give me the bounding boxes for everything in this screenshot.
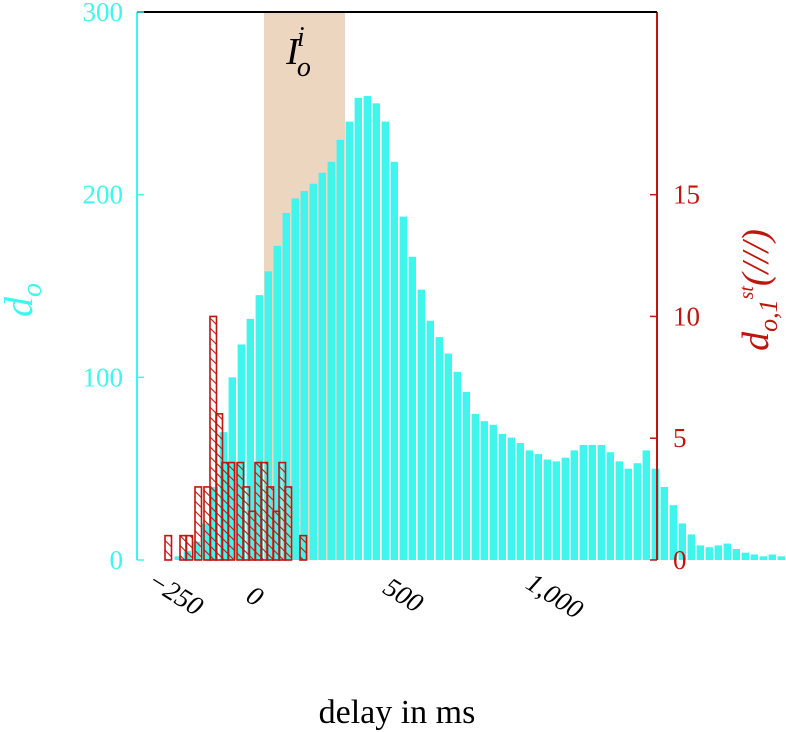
left-bar-60: [714, 545, 722, 560]
left-bar-58: [696, 545, 704, 560]
left-bar-7: [237, 344, 245, 560]
right-bar-17: [284, 486, 293, 561]
annotation-base: I: [285, 31, 301, 73]
left-bar-23: [381, 121, 389, 560]
right-tick-label-1: 5: [673, 423, 687, 453]
left-bar-35: [489, 424, 497, 560]
y-axis-title-right-base: d: [735, 331, 777, 351]
left-bar-61: [723, 543, 731, 560]
left-bar-62: [732, 549, 740, 560]
left-bar-33: [471, 413, 479, 560]
left-bar-22: [372, 103, 380, 560]
y-axis-title-right-sub: o,1: [754, 299, 783, 332]
left-bar-20: [354, 97, 362, 560]
left-bar-59: [705, 547, 713, 560]
x-tick-label-0: −250: [143, 565, 209, 622]
y-axis-title-left-base: d: [0, 296, 41, 317]
left-bar-34: [480, 421, 488, 560]
left-bar-41: [543, 459, 551, 560]
left-bar-46: [588, 444, 596, 560]
left-bar-54: [660, 486, 668, 560]
left-bar-9: [255, 295, 263, 560]
left-bar-16: [318, 172, 326, 560]
left-bar-24: [390, 161, 398, 560]
right-bar-8: [227, 461, 236, 561]
left-bar-57: [687, 534, 695, 560]
left-bar-15: [309, 183, 317, 560]
left-bar-44: [570, 450, 578, 560]
left-bar-38: [516, 443, 524, 560]
x-axis-title: delay in ms: [319, 694, 476, 731]
left-bar-49: [615, 461, 623, 560]
left-bar-56: [678, 523, 686, 560]
x-tick-label-3: 1,000: [521, 567, 589, 625]
left-bar-17: [327, 161, 335, 560]
left-bar-8: [246, 318, 254, 560]
left-bar-50: [624, 468, 632, 560]
left-bar-42: [552, 461, 560, 560]
left-bar-65: [759, 556, 767, 560]
left-bar-28: [426, 320, 434, 560]
left-bar-26: [408, 256, 416, 560]
left-bar-21: [363, 96, 371, 560]
left-bar-19: [345, 121, 353, 560]
right-bar-3: [194, 486, 203, 561]
left-bar-13: [291, 198, 299, 560]
left-bar-63: [741, 552, 749, 560]
left-bar-52: [642, 450, 650, 560]
left-bar-14: [300, 191, 308, 560]
left-bar-40: [534, 454, 542, 560]
left-bar-36: [498, 433, 506, 560]
left-bar-66: [768, 554, 776, 560]
left-tick-label-0: 0: [110, 545, 124, 575]
left-bar-30: [444, 353, 452, 560]
right-bar-18: [299, 534, 308, 561]
annotation-sub: o: [297, 52, 311, 83]
annotation-sup: i: [297, 22, 305, 53]
right-tick-label-3: 15: [673, 180, 700, 210]
x-tick-label-2: 500: [378, 571, 429, 618]
left-tick-label-3: 300: [83, 0, 124, 27]
left-tick-label-2: 200: [83, 180, 124, 210]
right-tick-label-2: 10: [673, 301, 700, 331]
left-bar-45: [579, 444, 587, 560]
right-bar-2: [185, 534, 194, 561]
left-bar-47: [597, 444, 605, 560]
left-bar-29: [435, 337, 443, 560]
left-axis-ticks: 0 100 200 300: [83, 0, 144, 575]
y-axis-title-left: do: [0, 283, 48, 317]
left-bar-12: [282, 212, 290, 560]
left-bar-43: [561, 457, 569, 560]
x-tick-label-1: 0: [241, 580, 269, 613]
left-bar-11: [273, 245, 281, 560]
right-series-bars: [164, 315, 308, 561]
y-axis-title-right-sup: st: [736, 286, 758, 300]
left-bar-67: [777, 556, 785, 560]
left-bar-53: [651, 468, 659, 560]
left-bar-10: [264, 271, 272, 560]
right-tick-label-0: 0: [673, 545, 687, 575]
left-bar-25: [399, 216, 407, 560]
left-bar-32: [462, 391, 470, 560]
right-bar-0: [164, 534, 173, 561]
left-bar-51: [633, 463, 641, 560]
left-bar-39: [525, 450, 533, 560]
left-tick-label-1: 100: [83, 362, 124, 392]
left-bar-37: [507, 437, 515, 560]
left-bar-0: [174, 556, 182, 560]
y-axis-title-right: do,1st(///): [735, 229, 783, 351]
left-bar-48: [606, 452, 614, 560]
left-bar-31: [453, 371, 461, 560]
y-axis-title-left-sub: o: [17, 283, 48, 297]
annotation-label: Ioi: [285, 22, 311, 83]
left-bar-55: [669, 505, 677, 560]
left-bar-18: [336, 139, 344, 560]
right-axis-ticks: 0 5 10 15: [650, 180, 700, 575]
left-bar-64: [750, 554, 758, 560]
left-bar-27: [417, 289, 425, 560]
y-axis-title-right-suffix: (///): [735, 229, 777, 286]
